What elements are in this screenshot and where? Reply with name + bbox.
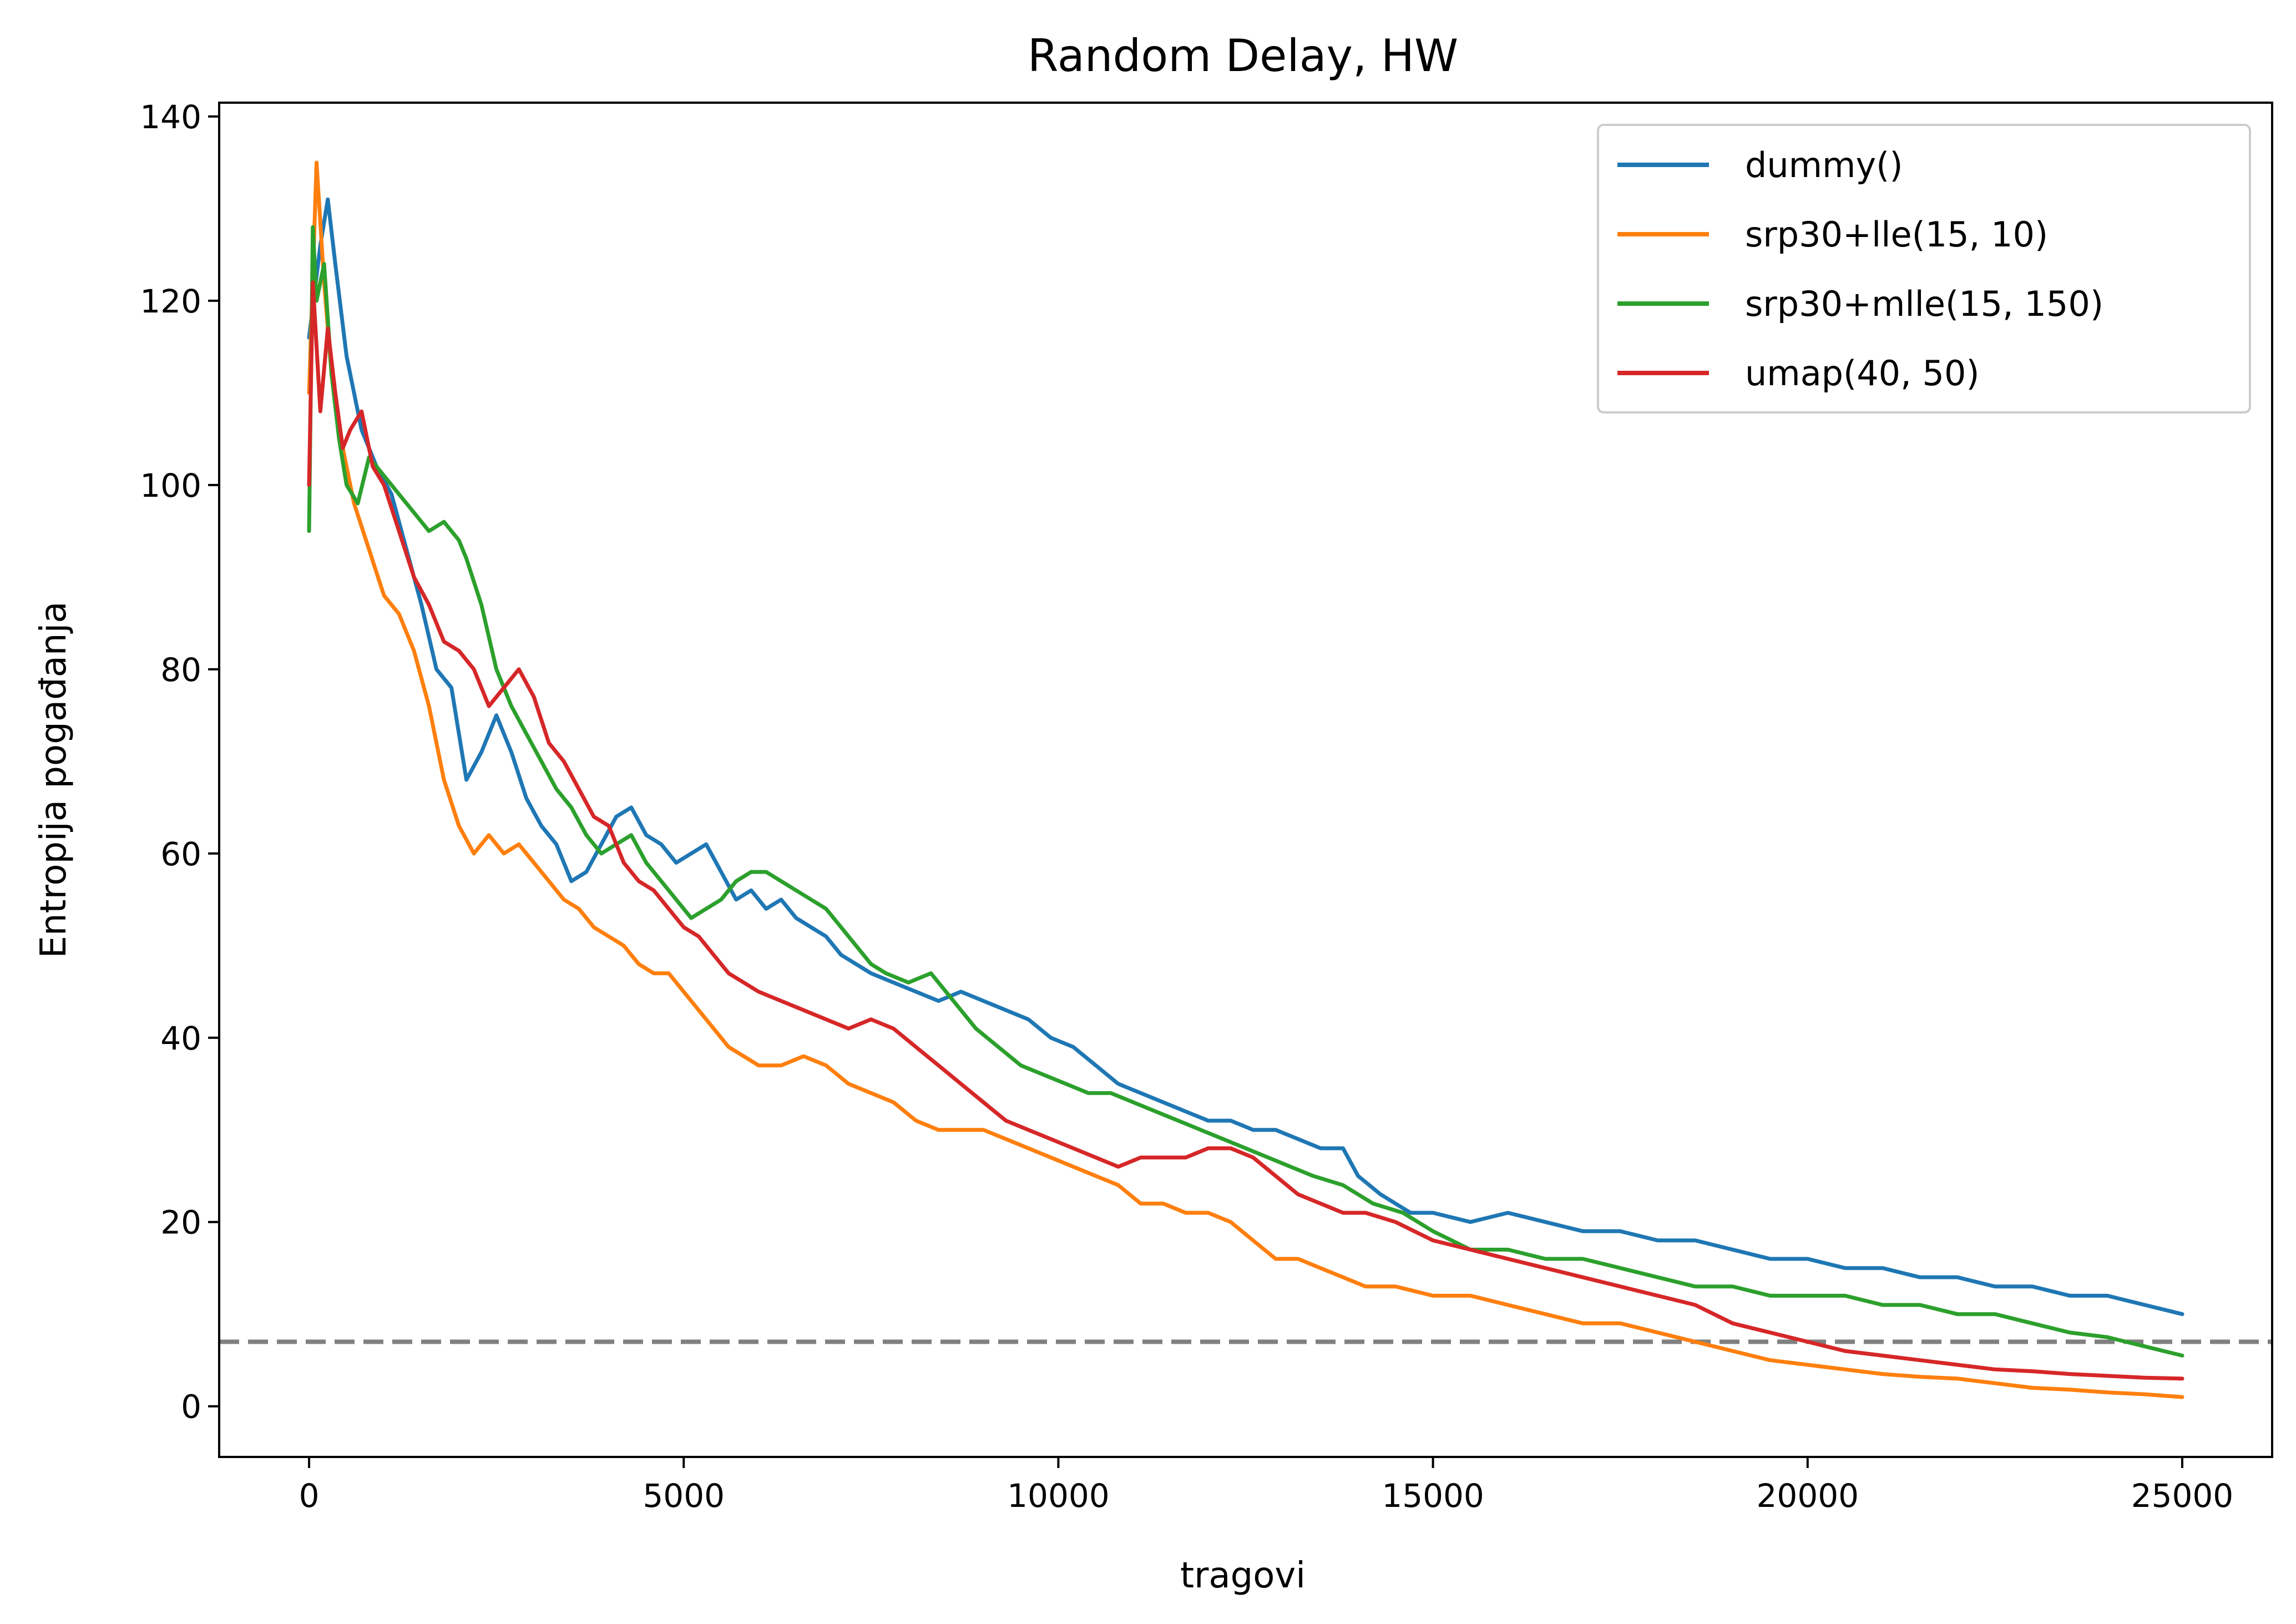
y-tick-label: 40 (160, 1020, 201, 1057)
x-tick-label: 25000 (2131, 1477, 2234, 1515)
series-line-4 (307, 280, 2184, 1381)
y-tick-label: 140 (140, 98, 201, 136)
legend-label: dummy() (1745, 145, 1903, 185)
x-tick-label: 20000 (1757, 1477, 1859, 1515)
chart-title: Random Delay, HW (1028, 30, 1458, 82)
series-group (307, 160, 2184, 1399)
y-tick-label: 100 (140, 467, 201, 505)
x-axis: 0 5000 10000 15000 20000 25000 (299, 1457, 2234, 1515)
y-axis: 0 20 40 60 80 100 120 140 (140, 98, 219, 1426)
x-tick-label: 15000 (1382, 1477, 1484, 1515)
series-line-1 (307, 197, 2184, 1317)
y-tick-label: 0 (181, 1388, 201, 1426)
series-line-3 (307, 225, 2184, 1358)
y-tick-label: 80 (160, 651, 201, 689)
x-tick-label: 5000 (643, 1477, 725, 1515)
plot-frame (218, 102, 2273, 1458)
legend-label: srp30+lle(15, 10) (1745, 214, 2048, 255)
y-axis-title: Entropija pogađanja (33, 602, 74, 959)
series-line-2 (307, 160, 2184, 1399)
x-tick-label: 0 (299, 1477, 320, 1515)
legend: dummy() srp30+lle(15, 10) srp30+mlle(15, 1… (1597, 124, 2251, 413)
y-tick-label: 20 (160, 1204, 201, 1242)
legend-label: umap(40, 50) (1745, 353, 1980, 394)
y-tick-label: 120 (140, 283, 201, 320)
x-tick-label: 10000 (1007, 1477, 1110, 1515)
y-tick-label: 60 (160, 835, 201, 873)
legend-label: srp30+mlle(15, 150) (1745, 284, 2103, 324)
x-axis-title: tragovi (1180, 1555, 1306, 1596)
legend-box (1597, 124, 2251, 413)
